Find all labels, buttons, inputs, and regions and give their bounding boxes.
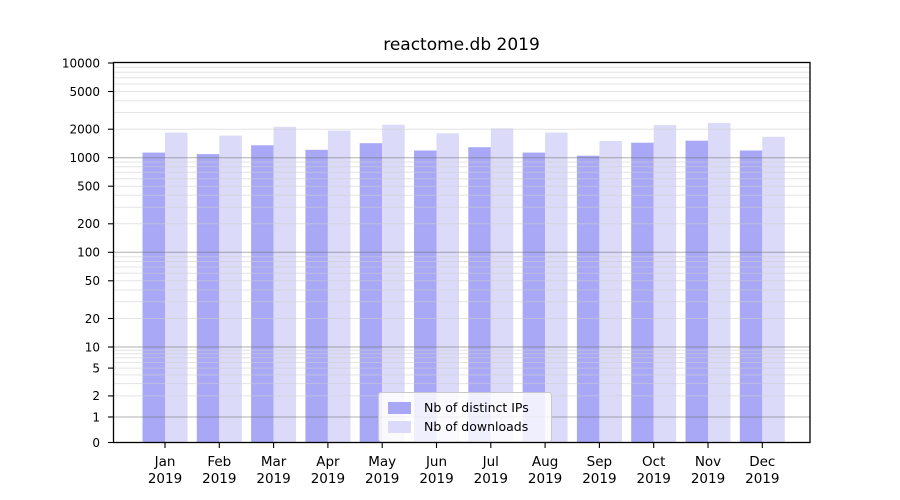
chart-title: reactome.db 2019 [383, 35, 540, 55]
bar-nb-of-downloads-jan [165, 132, 188, 443]
x-tick-year-label-jul: 2019 [474, 471, 508, 487]
legend-item-distinct-ips: Nb of distinct IPs [388, 400, 542, 415]
x-tick-year-label-nov: 2019 [691, 471, 725, 487]
bar-nb-of-downloads-jun [436, 133, 459, 443]
bar-nb-of-downloads-apr [327, 130, 351, 443]
x-tick-year-label-oct: 2019 [637, 471, 671, 487]
y-tick-label-0: 0 [92, 436, 100, 450]
x-tick-year-label-feb: 2019 [202, 471, 236, 487]
x-tick-label-nov: Nov [695, 454, 721, 470]
bar-nb-of-downloads-feb [219, 135, 242, 443]
y-tick-label-200: 200 [77, 217, 100, 231]
legend-swatch-distinct-ips [388, 401, 411, 414]
y-tick-label-50: 50 [85, 274, 100, 288]
y-tick-label-500: 500 [77, 180, 100, 194]
x-tick-label-mar: Mar [261, 454, 287, 470]
x-tick-label-apr: Apr [316, 454, 340, 470]
y-tick-label-10: 10 [85, 340, 100, 354]
x-tick-year-label-dec: 2019 [745, 471, 779, 487]
bar-nb-of-downloads-sep [599, 141, 622, 443]
bar-nb-of-distinct-ips-sep [576, 155, 600, 443]
bar-nb-of-distinct-ips-aug [522, 152, 546, 443]
bar-nb-of-downloads-mar [273, 126, 297, 443]
x-tick-label-jul: Jul [482, 454, 499, 470]
legend-swatch-downloads [388, 420, 411, 433]
y-tick-label-2000: 2000 [69, 123, 100, 137]
bar-nb-of-downloads-may [382, 124, 405, 443]
y-tick-label-2: 2 [92, 389, 100, 403]
bar-nb-of-downloads-nov [708, 122, 731, 443]
bar-nb-of-distinct-ips-apr [305, 149, 328, 443]
x-tick-year-label-jun: 2019 [419, 471, 453, 487]
y-tick-label-5000: 5000 [69, 85, 100, 99]
x-tick-label-may: May [368, 454, 396, 470]
x-tick-label-feb: Feb [207, 454, 231, 470]
bar-nb-of-distinct-ips-mar [251, 145, 274, 443]
bar-nb-of-downloads-aug [545, 132, 568, 443]
legend: Nb of distinct IPs Nb of downloads [378, 392, 552, 442]
y-tick-label-1000: 1000 [69, 151, 100, 165]
x-tick-year-label-sep: 2019 [582, 471, 616, 487]
bar-nb-of-distinct-ips-nov [685, 140, 708, 443]
y-tick-label-5: 5 [92, 361, 100, 375]
bar-nb-of-distinct-ips-feb [196, 154, 220, 443]
y-tick-label-20: 20 [85, 312, 100, 326]
bar-nb-of-distinct-ips-oct [631, 142, 654, 443]
x-tick-year-label-apr: 2019 [311, 471, 345, 487]
x-tick-label-oct: Oct [642, 454, 665, 470]
x-tick-year-label-may: 2019 [365, 471, 399, 487]
bar-nb-of-distinct-ips-dec [739, 150, 763, 443]
legend-label-distinct-ips: Nb of distinct IPs [424, 400, 529, 415]
legend-item-downloads: Nb of downloads [388, 419, 542, 434]
x-tick-year-label-jan: 2019 [148, 471, 182, 487]
x-tick-year-label-aug: 2019 [528, 471, 562, 487]
x-tick-year-label-mar: 2019 [256, 471, 290, 487]
bar-nb-of-distinct-ips-jul [468, 147, 491, 443]
x-tick-label-jan: Jan [154, 454, 176, 470]
x-tick-label-jun: Jun [425, 454, 447, 470]
bar-nb-of-distinct-ips-jan [142, 152, 165, 443]
y-tick-label-10000: 10000 [62, 56, 100, 70]
x-tick-label-dec: Dec [749, 454, 775, 470]
bar-nb-of-downloads-oct [653, 125, 677, 443]
legend-label-downloads: Nb of downloads [424, 419, 529, 434]
y-tick-label-100: 100 [77, 246, 100, 260]
x-tick-label-sep: Sep [587, 454, 612, 470]
y-tick-label-1: 1 [92, 410, 100, 424]
x-tick-label-aug: Aug [532, 454, 558, 470]
